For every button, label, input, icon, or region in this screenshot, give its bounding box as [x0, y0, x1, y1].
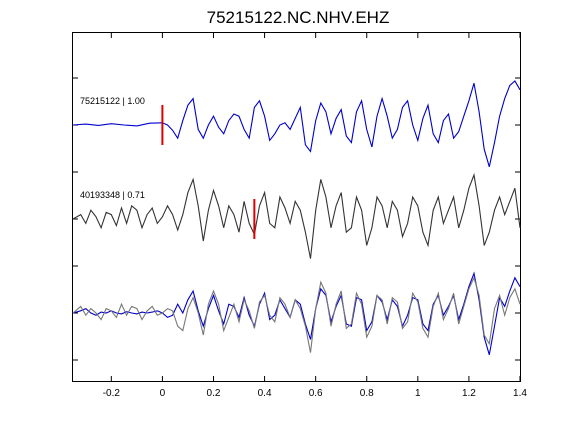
x-tick-label: -0.2	[103, 388, 121, 399]
trace-1	[72, 80, 521, 167]
overlay-master-trace	[72, 271, 521, 355]
x-tick-label: 1.2	[462, 388, 476, 399]
x-tick-label: 0.8	[360, 388, 374, 399]
x-tick-label: 0.4	[258, 388, 272, 399]
x-tick-label: 1.4	[513, 388, 527, 399]
overlay-reference-trace	[72, 276, 521, 353]
trace-label: 40193348 | 0.71	[80, 190, 145, 200]
x-tick-label: 0.2	[207, 388, 221, 399]
x-tick-label: 0.6	[309, 388, 323, 399]
trace-labels: 75215122 | 1.00 40193348 | 0.71	[80, 96, 145, 200]
x-tick-label: 1	[415, 388, 421, 399]
x-tick-label: 0	[160, 388, 166, 399]
axis-ticks: -0.2 0 0.2 0.4 0.6 0.8 1 1.2 1.4	[73, 33, 527, 399]
trace-2	[72, 172, 521, 259]
waveform-traces	[72, 80, 521, 355]
trace-label: 75215122 | 1.00	[80, 96, 145, 106]
plot-frame	[72, 32, 521, 382]
chart-title: 75215122.NC.NHV.EHZ	[207, 8, 390, 27]
